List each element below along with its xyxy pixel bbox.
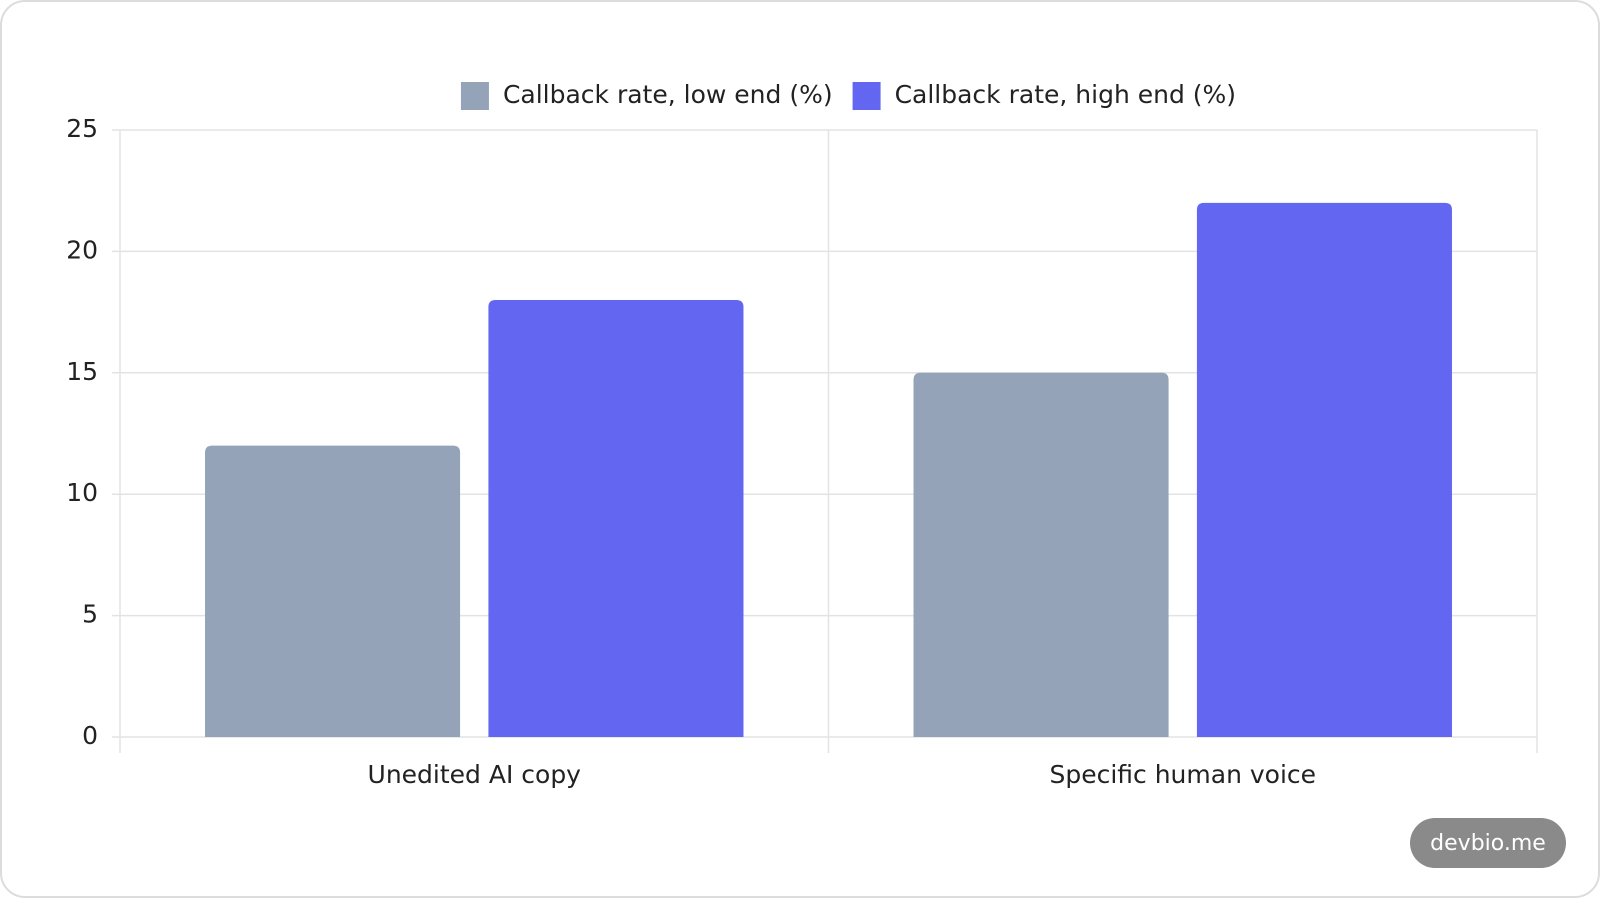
- watermark-pill: [1410, 818, 1566, 868]
- y-tick-label: 15: [66, 357, 98, 386]
- y-tick-label: 5: [82, 600, 98, 629]
- x-tick-label: Specific human voice: [1049, 760, 1316, 789]
- bar: [1196, 202, 1452, 738]
- legend-swatch: [852, 82, 881, 110]
- legend-label: Callback rate, high end (%): [895, 80, 1236, 109]
- bar: [205, 445, 461, 737]
- legend-swatch: [460, 82, 489, 110]
- y-tick-label: 20: [66, 235, 98, 264]
- y-tick-label: 0: [82, 721, 98, 750]
- watermark: devbio.me: [1410, 818, 1566, 868]
- watermark-text: devbio.me: [1430, 831, 1546, 856]
- bar: [488, 299, 744, 737]
- y-tick-label: 25: [66, 114, 98, 143]
- legend-label: Callback rate, low end (%): [503, 80, 833, 109]
- bar: [913, 372, 1169, 737]
- x-tick-label: Unedited AI copy: [368, 760, 582, 789]
- y-tick-label: 10: [66, 478, 98, 507]
